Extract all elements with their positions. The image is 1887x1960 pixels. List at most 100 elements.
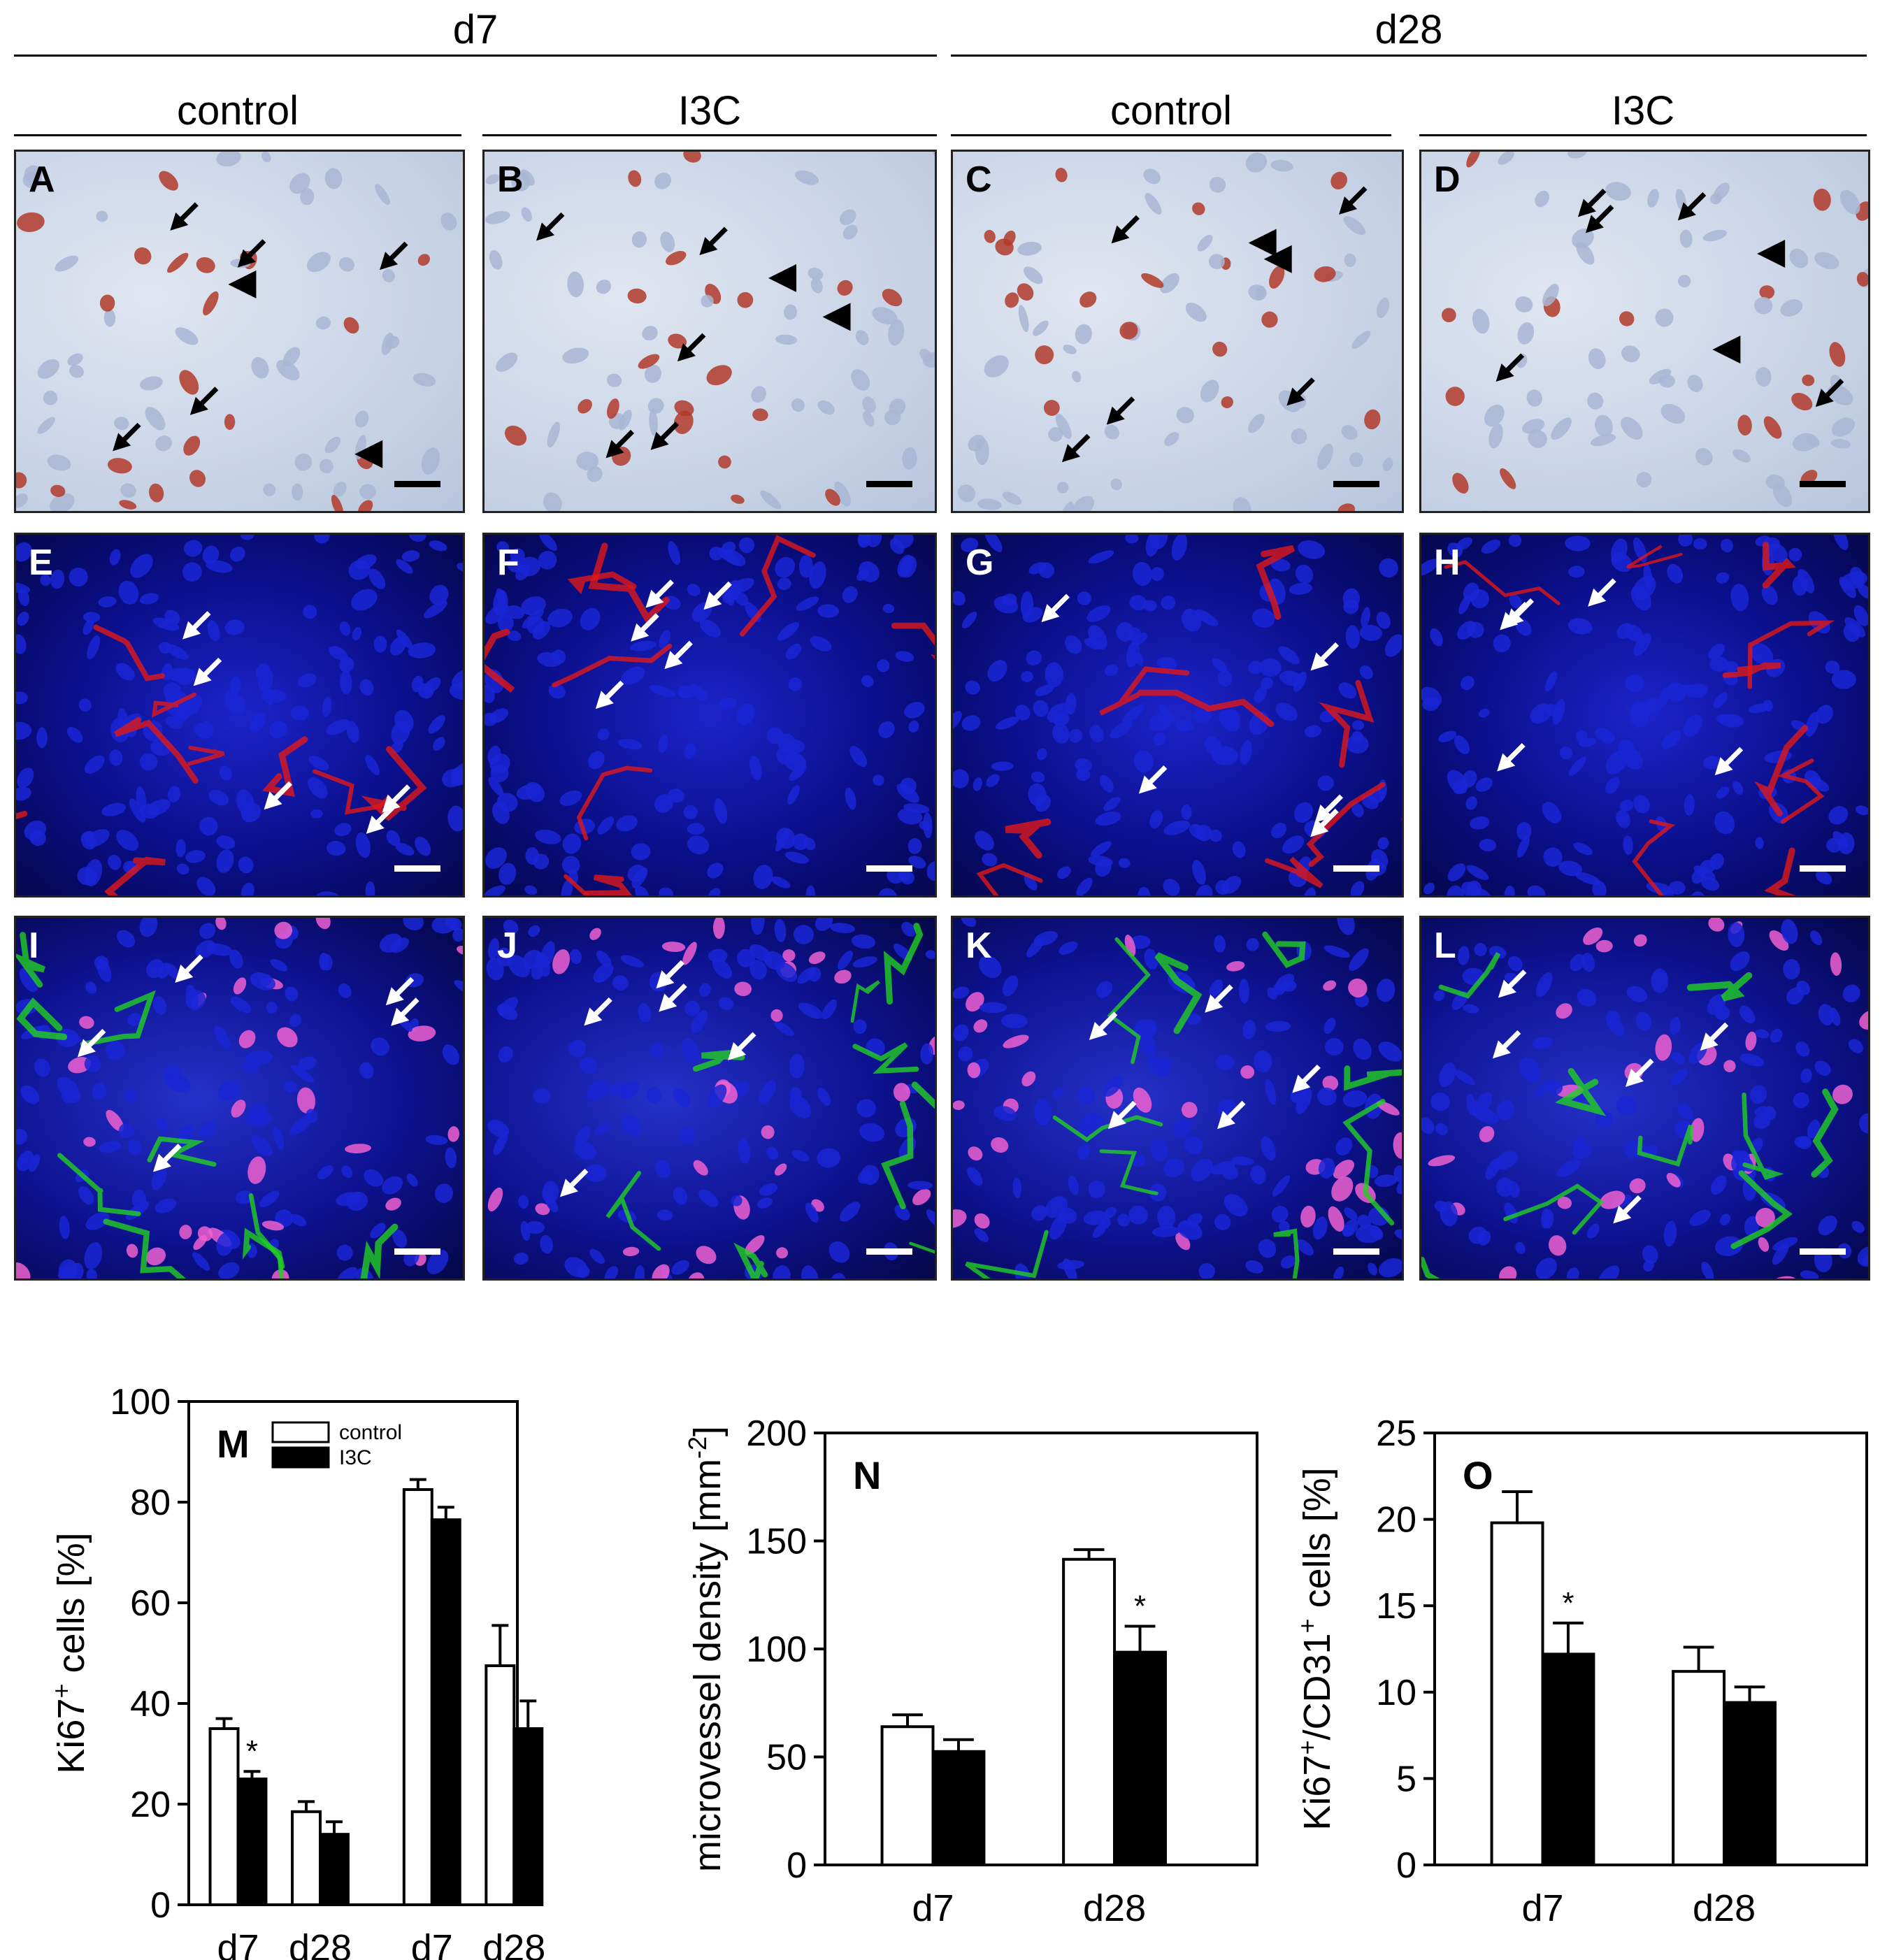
bar-i3c	[319, 1833, 350, 1907]
micrograph-panel-b: B	[482, 150, 937, 513]
legend-entry: I3C	[339, 1446, 372, 1469]
plot-frame	[187, 1400, 519, 1906]
scale-bar	[1800, 481, 1846, 487]
micrograph-panel-l: L	[1419, 916, 1870, 1281]
panel-label-a: A	[29, 159, 55, 200]
x-tick-label: d7	[912, 1887, 954, 1929]
scale-bar	[1333, 481, 1379, 487]
nuclei	[16, 535, 463, 895]
panel-label-n: N	[853, 1453, 881, 1497]
bar-i3c	[1541, 1652, 1595, 1867]
panel-label-j: J	[497, 925, 517, 966]
vessel-stain	[605, 923, 935, 1278]
panel-label-b: B	[497, 159, 524, 200]
white-arrow-icon	[1041, 593, 1344, 837]
group-rule-control-d28	[951, 134, 1391, 136]
bar-i3c	[931, 1750, 986, 1867]
chart-n: 0 50 100 150 200 microvessel density [mm-2] * d…	[683, 1413, 1258, 1929]
nuclei	[485, 152, 935, 511]
y-axis-label: Ki67+ cells [%]	[47, 1532, 93, 1773]
y-axis-label: microvessel density [mm-2]	[683, 1426, 729, 1872]
y-tick-label: 100	[110, 1382, 171, 1422]
group-header-i3c-d28: I3C	[1611, 88, 1675, 134]
black-arrowhead-icon	[768, 264, 851, 331]
group-header-i3c-d7: I3C	[677, 88, 742, 134]
white-arrow-icon	[1089, 984, 1321, 1130]
y-tick-label: 60	[130, 1583, 171, 1624]
timepoint-header-d28: d28	[1375, 7, 1443, 52]
scale-bar	[394, 1248, 440, 1255]
scale-bar	[1333, 1248, 1379, 1255]
micrograph-panel-j: J	[482, 916, 937, 1281]
y-tick-label: 80	[130, 1483, 171, 1523]
bar-i3c	[236, 1778, 268, 1906]
x-tick-label: d28	[482, 1927, 545, 1960]
timepoint-header-d7: d7	[452, 7, 498, 52]
y-tick-label: 0	[150, 1885, 171, 1926]
nuclei	[1421, 918, 1868, 1278]
x-tick-label: d7	[1521, 1887, 1563, 1929]
bar-control	[208, 1727, 240, 1906]
bar-control	[1490, 1521, 1544, 1866]
micrograph-cells	[953, 535, 1402, 895]
panel-label-k: K	[966, 925, 992, 966]
bar-i3c	[1113, 1650, 1167, 1866]
nuclei	[16, 152, 457, 511]
bar-control	[880, 1725, 935, 1866]
bar-control	[1062, 1557, 1117, 1866]
y-tick-label: 40	[130, 1684, 171, 1724]
scale-bar	[1333, 865, 1379, 872]
black-arrowhead-icon	[1712, 239, 1786, 364]
y-tick-label: 10	[1376, 1673, 1416, 1713]
scale-bar	[394, 865, 440, 872]
panel-label-g: G	[966, 542, 994, 583]
chart-o: 0 5 10 15 20 25 Ki67+/CD31+ cells [%] * d7 d28 O	[1293, 1413, 1868, 1929]
bar-control	[291, 1810, 322, 1906]
bar-i3c	[430, 1518, 461, 1906]
panel-label-c: C	[966, 159, 992, 200]
micrograph-panel-h: H	[1419, 533, 1870, 898]
y-tick-label: 15	[1376, 1586, 1416, 1627]
x-tick-label: d7	[217, 1927, 259, 1960]
y-tick-label: 100	[746, 1629, 807, 1670]
y-tick-label: 5	[1396, 1759, 1416, 1799]
micrograph-panel-c: C	[951, 150, 1404, 513]
legend-entry: control	[339, 1421, 402, 1444]
panel-label-d: D	[1434, 159, 1461, 200]
bar-i3c	[512, 1727, 544, 1906]
micrograph-panel-e: E	[14, 533, 465, 898]
micrograph-panel-d: D	[1419, 150, 1870, 513]
micrograph-cells	[1421, 535, 1868, 895]
micrograph-cells	[16, 918, 463, 1278]
vessel-stain	[16, 932, 399, 1278]
micrograph-cells	[485, 535, 935, 895]
x-tick-label: d28	[289, 1927, 352, 1960]
panel-label-h: H	[1434, 542, 1461, 583]
y-tick-label: 150	[746, 1522, 807, 1562]
scale-bar	[394, 481, 440, 487]
significance-marker: *	[1562, 1586, 1574, 1620]
white-arrow-icon	[595, 579, 732, 709]
nuclei	[1441, 152, 1868, 507]
timepoint-rule-d28	[951, 55, 1867, 57]
micrograph-panel-f: F	[482, 533, 937, 898]
panel-label-l: L	[1434, 925, 1456, 966]
bar-control	[1672, 1670, 1726, 1866]
vessel-stain	[1421, 952, 1839, 1278]
black-arrowhead-icon	[228, 270, 383, 468]
legend-swatch	[271, 1421, 330, 1443]
micrograph-cells	[486, 918, 935, 1278]
white-arrow-icon	[559, 960, 756, 1197]
vessel-stain	[485, 535, 935, 895]
white-arrow-icon	[1492, 970, 1729, 1224]
bar-control	[485, 1664, 516, 1906]
scale-bar	[1800, 865, 1846, 872]
timepoint-rule-d7	[14, 55, 937, 57]
scale-bar	[866, 865, 912, 872]
nuclei	[1421, 535, 1868, 895]
x-tick-label: d28	[1083, 1887, 1146, 1929]
micrograph-cells	[1441, 152, 1868, 507]
y-tick-label: 50	[766, 1738, 807, 1778]
panel-label-m: M	[217, 1422, 250, 1466]
